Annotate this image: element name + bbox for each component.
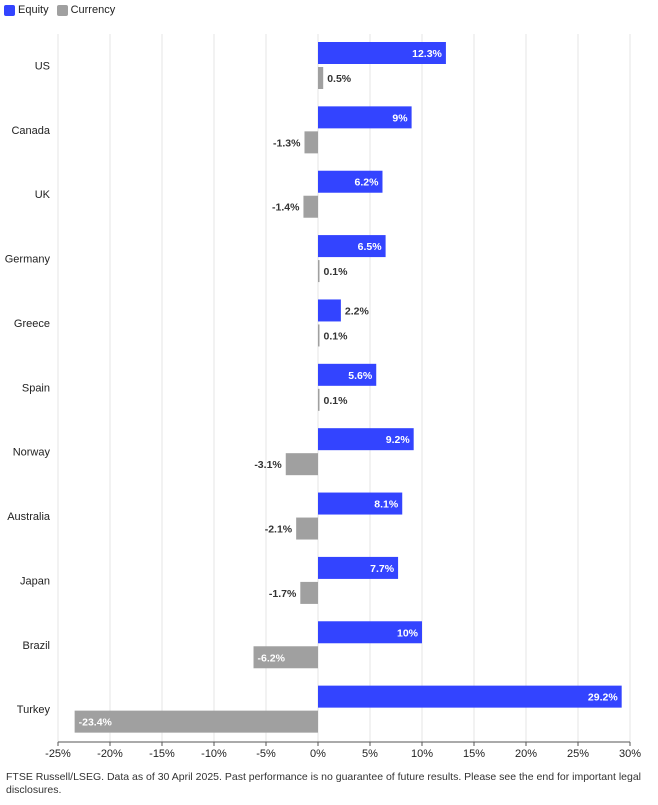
equity-data-label: 9% — [392, 112, 408, 124]
legend-swatch-currency — [56, 4, 68, 16]
equity-data-label: 9.2% — [386, 434, 411, 446]
equity-bar — [318, 685, 622, 708]
x-tick-label: 20% — [515, 748, 537, 760]
equity-data-label: 12.3% — [412, 48, 442, 60]
currency-bar — [303, 195, 318, 218]
equity-bar — [318, 235, 386, 258]
x-tick-label: 25% — [567, 748, 589, 760]
currency-data-label: 0.1% — [324, 266, 349, 278]
legend-item-currency[interactable]: Currency — [56, 4, 116, 16]
currency-data-label: 0.1% — [324, 330, 349, 342]
category-label: Canada — [11, 125, 50, 137]
legend-label-equity: Equity — [18, 4, 49, 16]
currency-data-label: -6.2% — [258, 652, 286, 664]
x-tick-label: -20% — [97, 748, 123, 760]
currency-bar — [253, 646, 318, 669]
legend-item-equity[interactable]: Equity — [4, 4, 49, 16]
category-label: Brazil — [22, 640, 50, 652]
currency-data-label: -23.4% — [79, 717, 113, 729]
category-label: Japan — [20, 575, 50, 587]
legend: Equity Currency — [4, 2, 115, 18]
x-tick-label: -5% — [256, 748, 276, 760]
category-label: UK — [35, 189, 51, 201]
x-tick-label: 30% — [619, 748, 641, 760]
currency-bar — [285, 453, 318, 476]
category-label: US — [35, 61, 50, 73]
x-tick-label: 15% — [463, 748, 485, 760]
currency-bar — [318, 388, 320, 411]
x-tick-label: -25% — [45, 748, 71, 760]
category-label: Norway — [13, 447, 51, 459]
equity-bar — [318, 170, 383, 193]
currency-data-label: 0.1% — [324, 395, 349, 407]
equity-bar — [318, 621, 422, 644]
equity-bar — [318, 556, 399, 579]
equity-bar — [318, 106, 412, 129]
equity-data-label: 6.2% — [355, 177, 380, 189]
category-label: Turkey — [17, 704, 51, 716]
currency-bar — [304, 131, 318, 154]
equity-data-label: 10% — [397, 627, 419, 639]
currency-data-label: -2.1% — [265, 524, 293, 536]
category-label: Spain — [22, 382, 50, 394]
category-label: Australia — [7, 511, 51, 523]
currency-data-label: 0.5% — [327, 73, 352, 85]
equity-bar — [318, 299, 341, 322]
x-tick-label: -15% — [149, 748, 175, 760]
equity-data-label: 7.7% — [370, 563, 395, 575]
currency-bar — [296, 517, 318, 540]
currency-data-label: -1.7% — [269, 588, 297, 600]
currency-bar — [300, 581, 318, 604]
x-tick-label: -10% — [201, 748, 227, 760]
category-label: Germany — [5, 254, 51, 266]
x-tick-label: 0% — [310, 748, 326, 760]
currency-bar — [318, 260, 320, 283]
x-tick-label: 5% — [362, 748, 378, 760]
currency-bar — [318, 324, 320, 347]
bar-chart: -25% -20% -15% -10% -5% 0% 5% 10% 15% 20% 25% 30% US… — [5, 34, 641, 760]
x-tick-label: 10% — [411, 748, 433, 760]
legend-label-currency: Currency — [70, 4, 116, 16]
equity-data-label: 29.2% — [588, 692, 618, 704]
legend-swatch-equity — [4, 4, 15, 16]
currency-data-label: -1.4% — [272, 202, 300, 214]
equity-bar — [318, 363, 377, 386]
equity-data-label: 8.1% — [374, 499, 399, 511]
equity-bar — [318, 428, 414, 451]
category-label: Greece — [14, 318, 50, 330]
equity-bar — [318, 42, 446, 64]
currency-data-label: -1.3% — [273, 137, 301, 149]
currency-data-label: -3.1% — [254, 459, 282, 471]
currency-bar — [318, 67, 324, 89]
equity-bar — [318, 492, 403, 515]
equity-data-label: 5.6% — [348, 370, 373, 382]
equity-data-label: 6.5% — [358, 241, 383, 253]
currency-bar — [74, 710, 318, 733]
equity-data-label: 2.2% — [345, 305, 370, 317]
footnote: FTSE Russell/LSEG. Data as of 30 April 2… — [6, 771, 642, 796]
